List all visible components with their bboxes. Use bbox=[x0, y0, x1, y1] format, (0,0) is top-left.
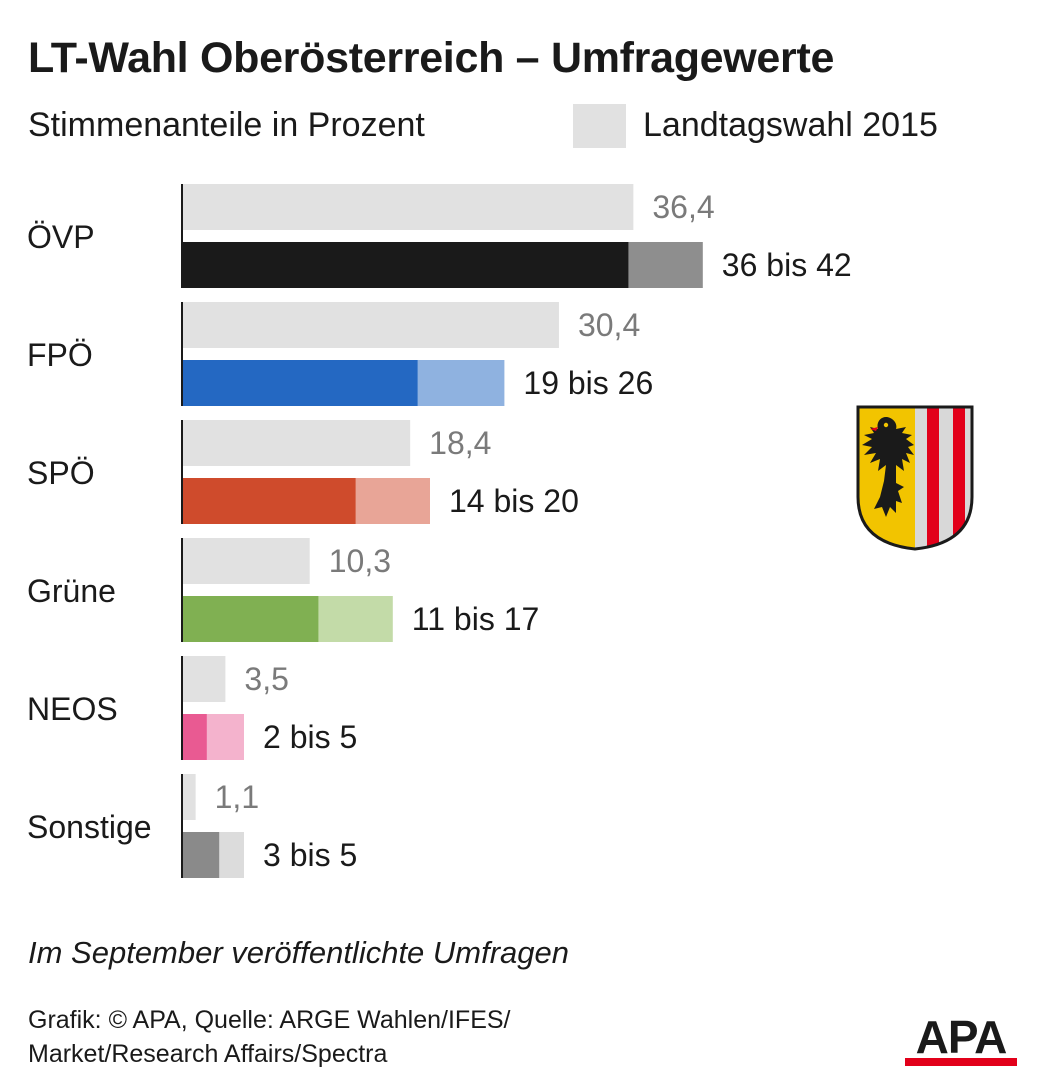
value-label-poll-grüne: 11 bis 17 bbox=[412, 601, 540, 637]
credit-line-2: Market/Research Affairs/Spectra bbox=[28, 1040, 388, 1068]
bar-poll-low-neos bbox=[182, 714, 207, 760]
value-label-2015-neos: 3,5 bbox=[244, 661, 288, 697]
bar-poll-low-spö bbox=[182, 478, 356, 524]
value-label-poll-neos: 2 bis 5 bbox=[263, 719, 357, 755]
bar-poll-low-grüne bbox=[182, 596, 319, 642]
category-label-grüne: Grüne bbox=[27, 573, 116, 609]
value-label-poll-övp: 36 bis 42 bbox=[722, 247, 852, 283]
category-label-spö: SPÖ bbox=[27, 455, 95, 491]
value-label-poll-fpö: 19 bis 26 bbox=[523, 365, 653, 401]
footnote: Im September veröffentlichte Umfragen bbox=[28, 935, 570, 970]
value-label-2015-spö: 18,4 bbox=[429, 425, 491, 461]
bar-poll-low-sonstige bbox=[182, 832, 220, 878]
value-label-2015-övp: 36,4 bbox=[652, 189, 714, 225]
chart-subtitle: Stimmenanteile in Prozent bbox=[28, 106, 425, 144]
credit-line-1: Grafik: © APA, Quelle: ARGE Wahlen/IFES/ bbox=[28, 1006, 511, 1034]
apa-logo-text: APA bbox=[916, 1016, 1007, 1063]
value-label-2015-grüne: 10,3 bbox=[329, 543, 391, 579]
legend-label: Landtagswahl 2015 bbox=[643, 106, 938, 144]
bar-2015-fpö bbox=[182, 302, 559, 348]
bar-poll-low-fpö bbox=[182, 360, 418, 406]
category-label-övp: ÖVP bbox=[27, 219, 95, 255]
bar-2015-grüne bbox=[182, 538, 310, 584]
value-label-2015-sonstige: 1,1 bbox=[215, 779, 259, 815]
category-label-sonstige: Sonstige bbox=[27, 809, 152, 845]
source-credit: Grafik: © APA, Quelle: ARGE Wahlen/IFES/… bbox=[28, 1003, 628, 1071]
bar-2015-övp bbox=[182, 184, 634, 230]
coat-of-arms-icon bbox=[856, 405, 974, 551]
value-label-2015-fpö: 30,4 bbox=[578, 307, 640, 343]
value-label-poll-sonstige: 3 bis 5 bbox=[263, 837, 357, 873]
legend-swatch bbox=[573, 104, 626, 148]
bar-poll-low-övp bbox=[182, 242, 629, 288]
category-label-neos: NEOS bbox=[27, 691, 118, 727]
value-label-poll-spö: 14 bis 20 bbox=[449, 483, 579, 519]
bar-chart: ÖVP 36,436 bis 42 FPÖ 30,4 19 bis 26 SPÖ 18,4 1… bbox=[27, 184, 852, 878]
bar-2015-spö bbox=[182, 420, 411, 466]
bar-2015-sonstige bbox=[182, 774, 196, 820]
category-label-fpö: FPÖ bbox=[27, 337, 93, 373]
bar-2015-neos bbox=[182, 656, 226, 702]
apa-logo: APA bbox=[905, 1016, 1017, 1066]
chart-title: LT-Wahl Oberösterreich – Umfragewerte bbox=[28, 34, 835, 82]
